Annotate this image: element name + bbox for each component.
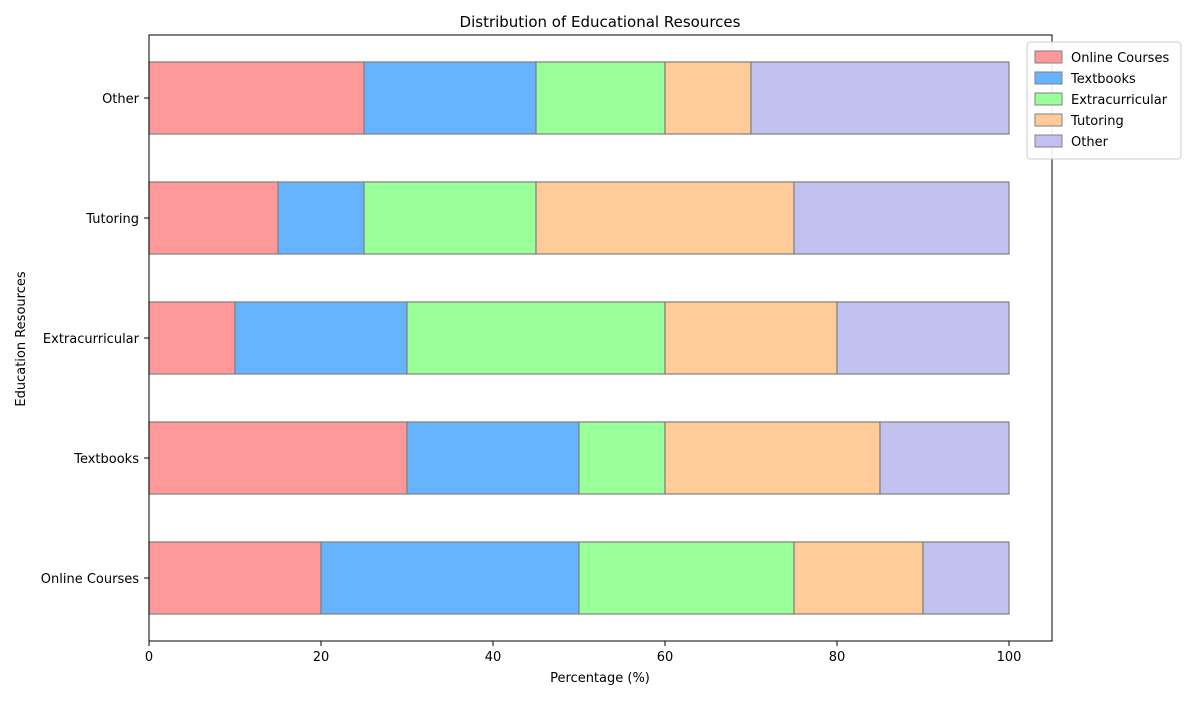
axes-group: 0 20 40 60 80 100 Online Courses Textbooks Extra…	[41, 92, 1022, 665]
bar-extracurricular-online-courses	[148, 301, 236, 375]
legend-swatch-extracurricular	[1034, 92, 1063, 106]
bar-textbooks-extracurricular	[578, 421, 666, 495]
bar-other-textbooks	[363, 61, 537, 135]
legend-label-tutoring: Tutoring	[1070, 114, 1124, 129]
bar-textbooks-other	[879, 421, 1010, 495]
legend-label-extracurricular: Extracurricular	[1071, 93, 1168, 108]
bar-tutoring-extracurricular	[363, 181, 537, 255]
x-tick-label: 40	[485, 650, 502, 665]
y-tick-label: Textbooks	[73, 452, 139, 467]
bars-group	[148, 61, 1010, 615]
x-tick-label: 0	[145, 650, 153, 665]
legend-label-online-courses: Online Courses	[1071, 51, 1169, 66]
x-tick-label: 100	[997, 650, 1022, 665]
y-tick-label: Online Courses	[41, 572, 139, 587]
bar-textbooks-tutoring	[664, 421, 881, 495]
bar-extracurricular-extracurricular	[406, 301, 666, 375]
bar-tutoring-textbooks	[277, 181, 365, 255]
bar-online-courses-tutoring	[793, 541, 924, 615]
y-tick-label: Other	[102, 92, 140, 107]
bar-tutoring-online-courses	[148, 181, 279, 255]
bar-other-tutoring	[664, 61, 752, 135]
bar-extracurricular-tutoring	[664, 301, 838, 375]
bar-other-other	[750, 61, 1010, 135]
legend-swatch-online-courses	[1034, 50, 1063, 64]
bar-online-courses-other	[922, 541, 1010, 615]
legend-label-other: Other	[1071, 135, 1109, 150]
x-tick-label: 60	[657, 650, 674, 665]
y-axis-label: Education Resources	[14, 271, 29, 406]
y-tick-label: Extracurricular	[43, 332, 140, 347]
legend-label-textbooks: Textbooks	[1070, 72, 1136, 87]
bar-tutoring-tutoring	[535, 181, 795, 255]
legend-swatch-other	[1034, 134, 1063, 148]
chart-title: Distribution of Educational Resources	[460, 13, 741, 31]
bar-textbooks-textbooks	[406, 421, 580, 495]
bar-extracurricular-other	[836, 301, 1010, 375]
bar-online-courses-online-courses	[148, 541, 322, 615]
y-tick-label: Tutoring	[85, 212, 139, 227]
bar-online-courses-extracurricular	[578, 541, 795, 615]
x-tick-label: 20	[313, 650, 330, 665]
legend-swatch-textbooks	[1034, 71, 1063, 85]
bar-other-online-courses	[148, 61, 365, 135]
x-axis-label: Percentage (%)	[550, 671, 650, 686]
bar-other-extracurricular	[535, 61, 666, 135]
bar-extracurricular-textbooks	[234, 301, 408, 375]
bar-tutoring-other	[793, 181, 1010, 255]
x-tick-label: 80	[829, 650, 846, 665]
legend: Online Courses Textbooks Extracurricular Tu…	[1026, 41, 1182, 160]
bar-online-courses-textbooks	[320, 541, 580, 615]
legend-frame	[1026, 41, 1182, 160]
bar-textbooks-online-courses	[148, 421, 408, 495]
legend-swatch-tutoring	[1034, 113, 1063, 127]
